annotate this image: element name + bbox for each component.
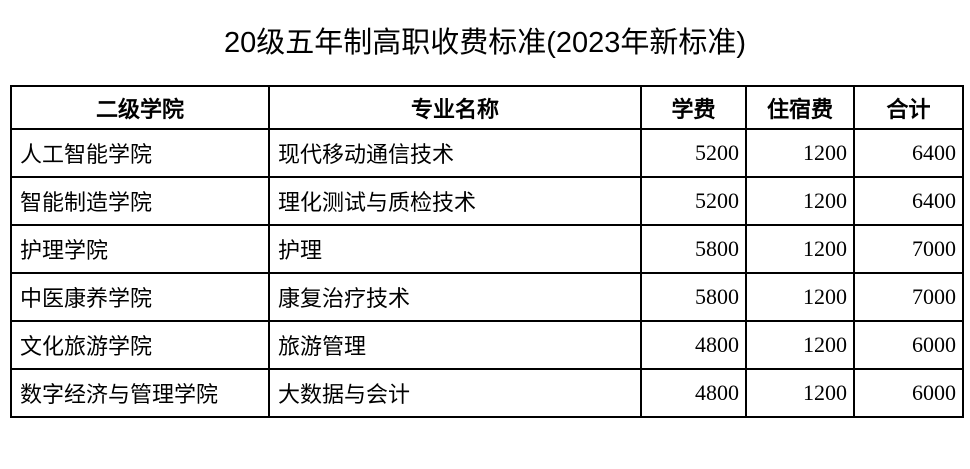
cell-tuition: 4800 (640, 368, 747, 418)
cell-major: 理化测试与质检技术 (268, 176, 642, 226)
cell-accommodation: 1200 (745, 176, 855, 226)
table-row: 人工智能学院 现代移动通信技术 5200 1200 6400 (10, 128, 964, 178)
cell-major: 康复治疗技术 (268, 272, 642, 322)
table-header: 二级学院 专业名称 学费 住宿费 合计 (10, 85, 964, 130)
cell-accommodation: 1200 (745, 224, 855, 274)
cell-accommodation: 1200 (745, 320, 855, 370)
cell-total: 6400 (853, 176, 964, 226)
cell-college: 数字经济与管理学院 (10, 368, 270, 418)
cell-total: 6000 (853, 368, 964, 418)
table-row: 护理学院 护理 5800 1200 7000 (10, 224, 964, 274)
header-accommodation: 住宿费 (745, 85, 855, 130)
header-tuition: 学费 (640, 85, 747, 130)
cell-accommodation: 1200 (745, 368, 855, 418)
cell-tuition: 5200 (640, 176, 747, 226)
cell-college: 护理学院 (10, 224, 270, 274)
cell-tuition: 4800 (640, 320, 747, 370)
cell-total: 6000 (853, 320, 964, 370)
cell-major: 旅游管理 (268, 320, 642, 370)
table-body: 人工智能学院 现代移动通信技术 5200 1200 6400 智能制造学院 理化… (10, 128, 964, 418)
page-title: 20级五年制高职收费标准(2023年新标准) (223, 27, 747, 59)
cell-accommodation: 1200 (745, 128, 855, 178)
cell-college: 智能制造学院 (10, 176, 270, 226)
cell-major: 护理 (268, 224, 642, 274)
table-row: 文化旅游学院 旅游管理 4800 1200 6000 (10, 320, 964, 370)
header-college: 二级学院 (10, 85, 270, 130)
cell-college: 中医康养学院 (10, 272, 270, 322)
cell-accommodation: 1200 (745, 272, 855, 322)
cell-major: 现代移动通信技术 (268, 128, 642, 178)
cell-college: 文化旅游学院 (10, 320, 270, 370)
header-total: 合计 (853, 85, 964, 130)
table-row: 智能制造学院 理化测试与质检技术 5200 1200 6400 (10, 176, 964, 226)
table-row: 数字经济与管理学院 大数据与会计 4800 1200 6000 (10, 368, 964, 418)
cell-total: 7000 (853, 272, 964, 322)
header-row: 二级学院 专业名称 学费 住宿费 合计 (10, 85, 964, 130)
cell-total: 6400 (853, 128, 964, 178)
cell-tuition: 5200 (640, 128, 747, 178)
fee-table: 二级学院 专业名称 学费 住宿费 合计 人工智能学院 现代移动通信技术 5200… (10, 85, 964, 418)
cell-college: 人工智能学院 (10, 128, 270, 178)
cell-tuition: 5800 (640, 224, 747, 274)
cell-major: 大数据与会计 (268, 368, 642, 418)
cell-total: 7000 (853, 224, 964, 274)
table-row: 中医康养学院 康复治疗技术 5800 1200 7000 (10, 272, 964, 322)
header-major: 专业名称 (268, 85, 642, 130)
cell-tuition: 5800 (640, 272, 747, 322)
